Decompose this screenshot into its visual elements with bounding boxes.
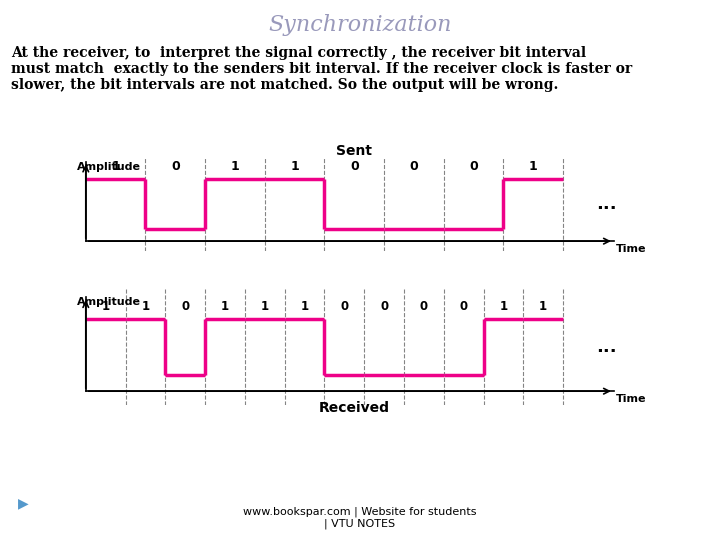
Text: Time: Time (616, 394, 646, 404)
Text: 0: 0 (380, 300, 388, 313)
Text: Amplitude: Amplitude (77, 161, 141, 172)
Text: 0: 0 (181, 300, 189, 313)
Text: 0: 0 (459, 300, 468, 313)
Text: 0: 0 (341, 300, 348, 313)
Text: 1: 1 (141, 300, 150, 313)
Text: 1: 1 (539, 300, 547, 313)
Text: 0: 0 (350, 160, 359, 173)
Text: 0: 0 (420, 300, 428, 313)
Text: 1: 1 (500, 300, 508, 313)
Text: 1: 1 (529, 160, 538, 173)
Text: 1: 1 (221, 300, 229, 313)
Text: www.bookspar.com | Website for students
| VTU NOTES: www.bookspar.com | Website for students … (243, 507, 477, 529)
Text: Time: Time (616, 244, 646, 254)
Text: 0: 0 (469, 160, 478, 173)
Text: 1: 1 (290, 160, 299, 173)
Text: Synchronization: Synchronization (269, 14, 451, 36)
Text: 1: 1 (230, 160, 239, 173)
Text: Sent: Sent (336, 144, 372, 158)
Text: At the receiver, to  interpret the signal correctly , the receiver bit interval
: At the receiver, to interpret the signal… (11, 46, 632, 92)
Text: 1: 1 (102, 300, 109, 313)
Text: ...: ... (596, 338, 616, 356)
Text: Received: Received (319, 401, 390, 415)
Text: ...: ... (596, 195, 616, 213)
Text: 1: 1 (261, 300, 269, 313)
Text: 1: 1 (112, 160, 120, 173)
Text: 0: 0 (171, 160, 180, 173)
Text: 1: 1 (300, 300, 309, 313)
Text: ▶: ▶ (18, 496, 29, 510)
Text: 0: 0 (410, 160, 418, 173)
Text: Amplitude: Amplitude (77, 297, 141, 307)
